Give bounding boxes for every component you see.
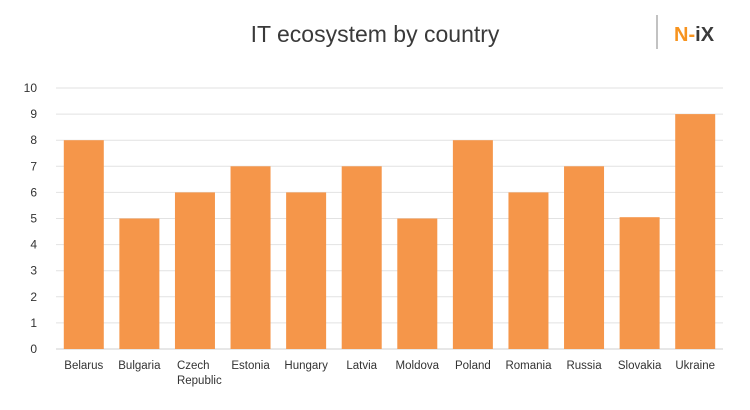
x-category-label: Bulgaria bbox=[118, 360, 161, 372]
bar bbox=[675, 114, 716, 349]
chart-title: IT ecosystem by country bbox=[251, 21, 500, 47]
x-category-label: Czech Republic bbox=[177, 360, 222, 387]
x-category-label-line: Czech bbox=[177, 360, 210, 372]
y-tick-label: 7 bbox=[30, 159, 37, 173]
y-tick-label: 3 bbox=[30, 264, 37, 278]
x-category-label-line: Republic bbox=[177, 375, 222, 387]
logo-dash: - bbox=[688, 24, 695, 46]
bar bbox=[230, 166, 271, 349]
bar bbox=[174, 192, 215, 349]
bar bbox=[286, 192, 327, 349]
gridlines bbox=[56, 87, 723, 350]
logo-letter-i: i bbox=[695, 24, 701, 46]
x-category-label: Russia bbox=[566, 360, 602, 372]
y-tick-label: 4 bbox=[30, 238, 37, 252]
x-category-label-line: Romania bbox=[505, 360, 552, 372]
x-category-label-line: Moldova bbox=[396, 360, 440, 372]
x-category-label-line: Poland bbox=[455, 360, 491, 372]
bar bbox=[452, 140, 493, 349]
y-tick-label: 2 bbox=[30, 290, 37, 304]
x-category-label-line: Estonia bbox=[231, 360, 270, 372]
x-category-label: Ukraine bbox=[675, 360, 715, 372]
x-category-label-line: Russia bbox=[566, 360, 602, 372]
x-category-label-line: Bulgaria bbox=[118, 360, 161, 372]
y-tick-label: 9 bbox=[30, 107, 37, 121]
x-category-label: Belarus bbox=[64, 360, 103, 372]
x-category-label-line: Belarus bbox=[64, 360, 103, 372]
bar bbox=[397, 218, 438, 349]
y-tick-label: 0 bbox=[30, 342, 37, 356]
x-category-label: Romania bbox=[505, 360, 552, 372]
company-logo: N-iX bbox=[674, 24, 715, 46]
x-category-label: Latvia bbox=[346, 360, 377, 372]
y-axis-ticks: 0 1 2 3 4 5 6 7 8 9 10 bbox=[24, 81, 38, 356]
bar bbox=[508, 192, 549, 349]
bar bbox=[341, 166, 382, 349]
x-category-label: Moldova bbox=[396, 360, 440, 372]
x-category-label: Poland bbox=[455, 360, 491, 372]
y-tick-label: 10 bbox=[24, 81, 38, 95]
bar bbox=[619, 217, 660, 349]
y-tick-label: 6 bbox=[30, 185, 37, 199]
y-tick-label: 8 bbox=[30, 133, 37, 147]
x-axis-labels: Belarus Bulgaria Czech Republic Estonia Hunga… bbox=[64, 360, 715, 387]
x-category-label-line: Slovakia bbox=[618, 360, 662, 372]
bar bbox=[63, 140, 104, 349]
logo-letter-x: X bbox=[701, 24, 715, 46]
x-category-label: Slovakia bbox=[618, 360, 662, 372]
y-tick-label: 5 bbox=[30, 212, 37, 226]
x-category-label-line: Hungary bbox=[284, 360, 328, 372]
logo-letter-n: N bbox=[674, 24, 688, 46]
y-tick-label: 1 bbox=[30, 316, 37, 330]
x-category-label-line: Latvia bbox=[346, 360, 377, 372]
x-category-label: Estonia bbox=[231, 360, 270, 372]
bars bbox=[63, 114, 716, 349]
bar bbox=[564, 166, 605, 349]
bar bbox=[119, 218, 160, 349]
x-category-label: Hungary bbox=[284, 360, 328, 372]
x-category-label-line: Ukraine bbox=[675, 360, 715, 372]
